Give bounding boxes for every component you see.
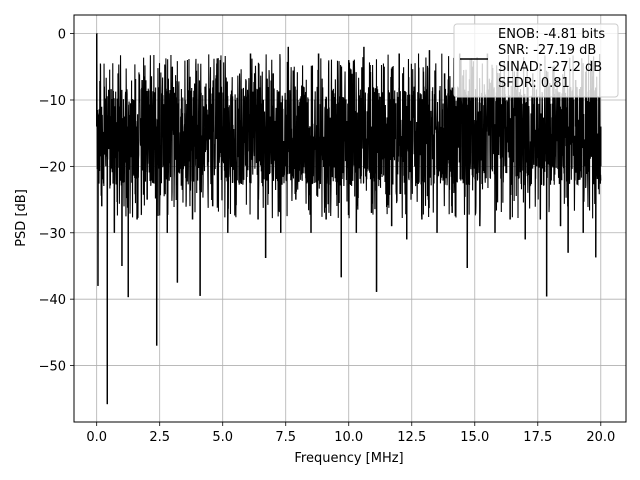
y-tick-label: −20 (39, 160, 66, 175)
legend-entry-sfdr: SFDR: 0.81 (498, 76, 570, 91)
x-axis-label: Frequency [MHz] (294, 451, 403, 466)
x-tick-label: 5.0 (212, 430, 233, 445)
y-tick-label: −10 (39, 94, 66, 109)
x-tick-label: 2.5 (149, 430, 170, 445)
y-tick-label: −40 (39, 293, 66, 308)
y-tick-label: −50 (39, 360, 66, 375)
plot-frame (73, 14, 627, 423)
plot-frame-rect (73, 14, 627, 423)
x-tick-label: 7.5 (275, 430, 296, 445)
x-tick-label: 0.0 (86, 430, 107, 445)
y-axis-label: PSD [dB] (14, 189, 29, 247)
legend-entry-snr: SNR: -27.19 dB (498, 43, 596, 58)
x-tick-label: 17.5 (523, 430, 552, 445)
legend: ENOB: -4.81 bits SNR: -27.19 dB SINAD: -… (453, 23, 619, 98)
x-tick-label: 20.0 (586, 430, 615, 445)
y-tick-label: −30 (39, 227, 66, 242)
x-tick-label: 15.0 (460, 430, 489, 445)
y-axis-ticks: 0 −10 −20 −30 −40 −50 (39, 28, 74, 375)
y-tick-label: 0 (58, 28, 66, 43)
x-tick-label: 12.5 (397, 430, 426, 445)
legend-box (453, 23, 619, 98)
legend-entry-enob: ENOB: -4.81 bits (498, 27, 605, 42)
x-axis-ticks: 0.0 2.5 5.0 7.5 10.0 12.5 15.0 17.5 20.0 (86, 422, 615, 445)
x-tick-label: 10.0 (334, 430, 363, 445)
legend-entry-sinad: SINAD: -27.2 dB (498, 60, 602, 75)
